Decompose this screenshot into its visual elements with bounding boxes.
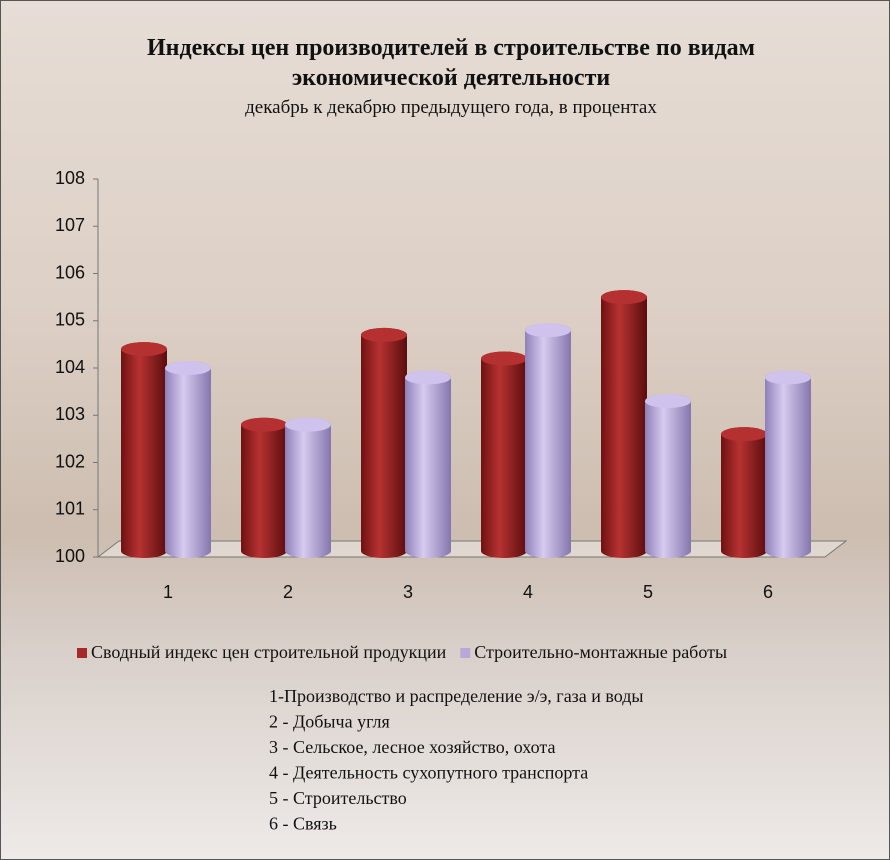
bar	[121, 342, 167, 558]
y-tick-label: 104	[55, 357, 85, 377]
bar-cap	[481, 352, 527, 366]
bar-cap	[285, 418, 331, 432]
bar	[721, 427, 767, 558]
bar-cap	[405, 370, 451, 384]
bar	[285, 418, 331, 558]
bar-cap	[121, 342, 167, 356]
bar	[241, 418, 287, 558]
x-tick-label: 2	[283, 582, 293, 602]
note: 4 - Деятельность сухопутного транспорта	[269, 763, 588, 783]
bar-cap	[765, 370, 811, 384]
bar	[405, 370, 451, 558]
note: 3 - Сельское, лесное хозяйство, охота	[269, 737, 555, 757]
y-tick-label: 106	[55, 262, 85, 282]
legend-label: Строительно-монтажные работы	[474, 642, 727, 662]
legend-swatch	[460, 648, 470, 658]
y-tick-label: 101	[55, 499, 85, 519]
bar-cap	[721, 427, 767, 441]
bar-cap	[361, 328, 407, 342]
note: 2 - Добыча угля	[269, 712, 390, 732]
note: 5 - Строительство	[269, 788, 407, 808]
bar	[165, 361, 211, 558]
page: Индексы цен производителей в строительст…	[0, 0, 890, 860]
y-tick-label: 108	[55, 168, 85, 188]
x-tick-label: 6	[763, 582, 773, 602]
bar-cap	[645, 394, 691, 408]
bar	[601, 290, 647, 558]
note: 1-Производство и распределение э/э, газа…	[269, 686, 644, 706]
x-tick-label: 4	[523, 582, 533, 602]
y-tick-label: 102	[55, 451, 85, 471]
bar	[481, 352, 527, 558]
bar	[645, 394, 691, 558]
bar-cap	[165, 361, 211, 375]
y-tick-label: 107	[55, 215, 85, 235]
bar-cap	[241, 418, 287, 432]
y-tick-label: 105	[55, 310, 85, 330]
bar-cap	[601, 290, 647, 304]
legend-swatch	[77, 648, 87, 658]
bar	[525, 323, 571, 558]
bar	[361, 328, 407, 558]
bar-cap	[525, 323, 571, 337]
legend-label: Сводный индекс цен строительной продукци…	[91, 642, 447, 662]
x-tick-label: 1	[163, 582, 173, 602]
x-tick-label: 5	[643, 582, 653, 602]
bar	[765, 370, 811, 558]
note: 6 - Связь	[269, 814, 337, 834]
chart: 100 101 102 103 104 105 106 107 108 1 2 3 4 5 6 Сводный…	[1, 1, 889, 859]
y-tick-label: 103	[55, 404, 85, 424]
y-tick-label: 100	[55, 546, 85, 566]
x-tick-label: 3	[403, 582, 413, 602]
